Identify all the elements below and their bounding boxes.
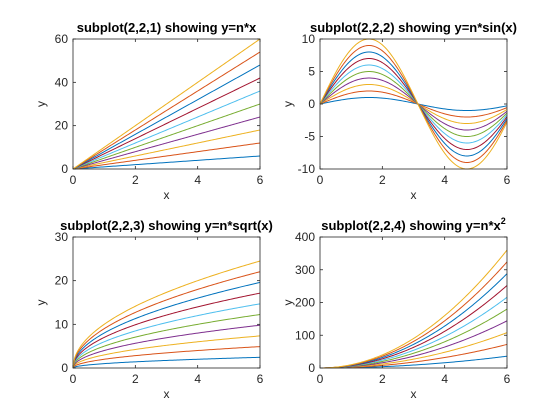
y-tick-label: 200	[295, 296, 315, 310]
chart-title: subplot(2,2,1) showing y=n*x	[77, 20, 257, 35]
plot-area	[320, 237, 507, 368]
y-axis-label: y	[34, 101, 48, 107]
y-tick-label: 100	[295, 328, 315, 342]
x-tick-label: 6	[504, 372, 511, 386]
axes-box	[72, 38, 261, 170]
y-tick-label: 10	[302, 32, 316, 46]
series-line-n6	[72, 303, 261, 369]
series-line-n6	[72, 90, 261, 170]
series-line-n3	[72, 129, 261, 170]
y-tick-label: 5	[308, 65, 315, 79]
y-tick-label: 0	[308, 361, 315, 375]
series-line-n9	[72, 271, 261, 369]
series-group	[72, 38, 261, 170]
y-tick-label: 60	[55, 32, 69, 46]
series-line-n8	[72, 281, 261, 369]
series-line-n1	[72, 155, 261, 170]
y-tick-label: 10	[55, 317, 69, 331]
series-line-n10	[319, 38, 508, 170]
x-tick-label: 2	[379, 372, 386, 386]
x-tick-label: 4	[194, 173, 201, 187]
title-superscript: 2	[501, 216, 506, 226]
series-line-n2	[72, 142, 261, 170]
y-axis-label: y	[281, 300, 295, 306]
series-line-n8	[72, 64, 261, 170]
x-axis-label: x	[164, 188, 170, 202]
series-line-n2	[319, 90, 508, 118]
y-axis-label: y	[34, 300, 48, 306]
y-tick-label: 300	[295, 263, 315, 277]
series-line-n7	[72, 292, 261, 369]
y-tick-label: 40	[55, 75, 69, 89]
series-group	[319, 38, 508, 170]
x-axis-label: x	[411, 387, 417, 401]
x-tick-label: 6	[504, 173, 511, 187]
series-group	[72, 260, 261, 369]
x-tick-label: 0	[317, 173, 324, 187]
x-tick-label: 2	[379, 173, 386, 187]
y-tick-label: 20	[55, 119, 69, 133]
x-tick-label: 2	[132, 372, 139, 386]
y-tick-label: -10	[298, 162, 316, 176]
y-tick-label: 400	[295, 230, 315, 244]
series-line-n6	[319, 64, 508, 144]
y-tick-label: 20	[55, 274, 69, 288]
series-line-n7	[72, 77, 261, 170]
series-line-n1	[72, 356, 261, 369]
subplot-4: 0 2 4 6 0 100 200 300 400 x y subplot(2,2,4) showin…	[281, 216, 511, 401]
y-tick-label: 0	[61, 361, 68, 375]
x-tick-label: 6	[257, 372, 264, 386]
series-line-n3	[72, 335, 261, 369]
x-axis-label: x	[411, 188, 417, 202]
x-axis-label: x	[164, 387, 170, 401]
series-line-n4	[319, 77, 508, 131]
x-tick-label: 4	[441, 173, 448, 187]
series-line-n4	[72, 116, 261, 170]
x-tick-label: 0	[70, 372, 77, 386]
series-line-n5	[72, 103, 261, 170]
x-tick-label: 4	[194, 372, 201, 386]
y-tick-label: 0	[308, 97, 315, 111]
x-tick-label: 2	[132, 173, 139, 187]
y-tick-label: -5	[304, 130, 315, 144]
chart-title: subplot(2,2,2) showing y=n*sin(x)	[310, 20, 517, 35]
x-tick-label: 6	[257, 173, 264, 187]
series-line-n4	[72, 324, 261, 369]
series-line-n3	[319, 83, 508, 125]
subplot-2: 0 2 4 6 -10 -5 0 5 10 x y subplot(2,2,2) showing y=…	[281, 20, 517, 202]
series-line-n2	[72, 346, 261, 369]
series-line-n9	[72, 51, 261, 170]
x-tick-label: 0	[70, 173, 77, 187]
x-tick-label: 0	[317, 372, 324, 386]
series-line-n10	[72, 260, 261, 369]
series-line-n5	[319, 71, 508, 138]
x-tick-label: 4	[441, 372, 448, 386]
series-line-n5	[72, 314, 261, 369]
y-tick-label: 0	[61, 162, 68, 176]
subplot-3: 0 2 4 6 0 10 20 30 x y subplot(2,2,3) showing y=n*…	[34, 218, 273, 401]
series-line-n1	[319, 97, 508, 111]
axes-box	[72, 236, 261, 369]
series-line-n10	[72, 38, 261, 170]
y-tick-label: 30	[55, 230, 69, 244]
series-line-n10	[319, 249, 508, 369]
series-group	[319, 249, 508, 369]
chart-title: subplot(2,2,3) showing y=n*sqrt(x)	[60, 218, 273, 233]
chart-title: subplot(2,2,4) showing y=n*x2	[321, 216, 506, 233]
y-axis-label: y	[281, 101, 295, 107]
